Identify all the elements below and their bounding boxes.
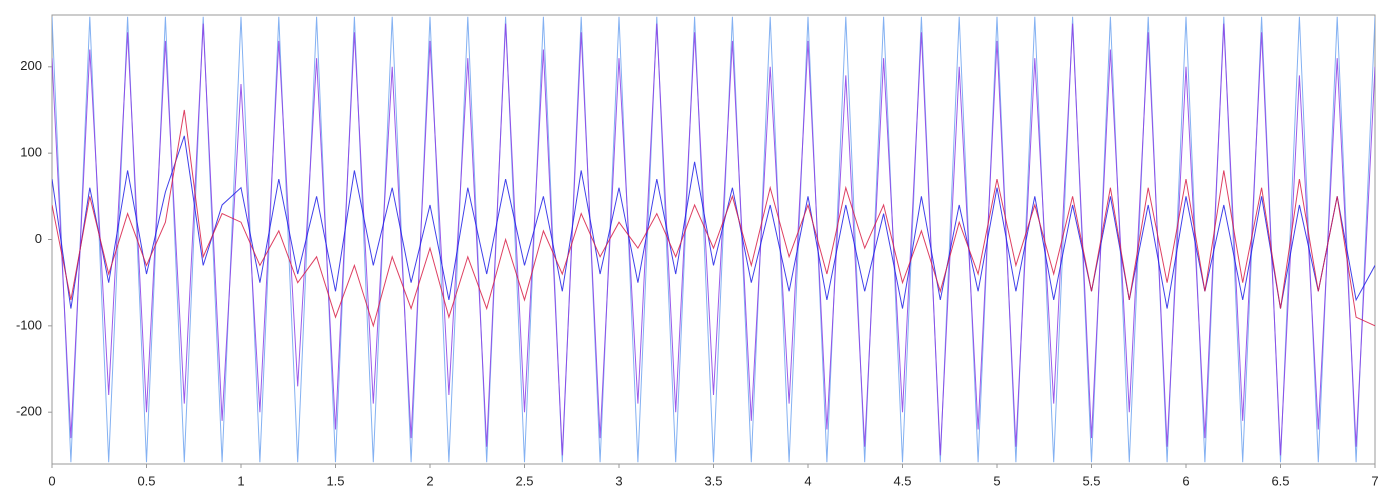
x-tick-label: 5: [993, 473, 1000, 488]
y-tick-label: 200: [20, 58, 42, 73]
x-tick-label: 0.5: [137, 473, 155, 488]
x-tick-label: 2.5: [515, 473, 533, 488]
y-tick-label: 0: [35, 231, 42, 246]
x-tick-label: 7: [1371, 473, 1378, 488]
x-tick-label: 6: [1182, 473, 1189, 488]
y-tick-label: -200: [16, 404, 42, 419]
x-tick-label: 4: [804, 473, 811, 488]
y-tick-label: -100: [16, 317, 42, 332]
series-group: [52, 16, 1375, 463]
x-tick-label: 6.5: [1271, 473, 1289, 488]
x-tick-label: 4.5: [893, 473, 911, 488]
x-tick-label: 5.5: [1082, 473, 1100, 488]
series-line: [52, 109, 1375, 328]
series-line: [52, 135, 1375, 309]
x-tick-label: 3.5: [704, 473, 722, 488]
x-tick-label: 1: [237, 473, 244, 488]
x-tick-label: 0: [48, 473, 55, 488]
x-tick-label: 3: [615, 473, 622, 488]
y-tick-label: 100: [20, 145, 42, 160]
series-line: [52, 23, 1375, 456]
x-tick-label: 2: [426, 473, 433, 488]
x-tick-label: 1.5: [326, 473, 344, 488]
